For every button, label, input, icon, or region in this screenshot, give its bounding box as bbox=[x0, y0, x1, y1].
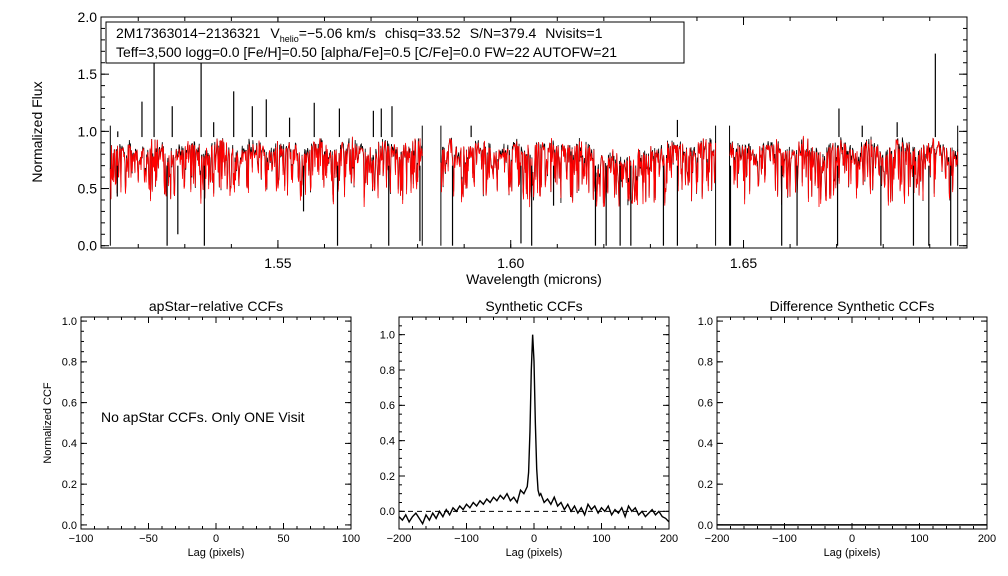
spectrum-ylabel: Normalized Flux bbox=[29, 81, 45, 182]
x-tick-label: 1.60 bbox=[497, 255, 524, 271]
no-ccf-message: No apStar CCFs. Only ONE Visit bbox=[101, 409, 305, 425]
model-flux-chip-1 bbox=[440, 137, 716, 208]
x-tick-label: −100 bbox=[454, 533, 479, 545]
spectrum-absorption-lines bbox=[116, 165, 952, 246]
x-tick-label: −50 bbox=[139, 533, 158, 545]
difference-ccf-axes: −200 −100 0 100 200 0.0 0.2 0.4 0.6 0.8 1.0 bbox=[698, 316, 996, 545]
spectrum-emission-spikes bbox=[117, 42, 936, 138]
x-tick-label: 1.55 bbox=[264, 255, 291, 271]
spectrum-xlabel: Wavelength (microns) bbox=[466, 271, 602, 287]
y-tick-label: 0.2 bbox=[380, 471, 395, 483]
x-tick-label: 100 bbox=[592, 533, 610, 545]
info-line-1: 2M17363014−2136321 Vhelio=−5.06 km/s chisq… bbox=[116, 25, 603, 44]
difference-ccf-panel: −200 −100 0 100 200 0.0 0.2 0.4 0.6 0.8 1.0 Differ… bbox=[698, 298, 996, 559]
apstar-ccf-title: apStar−relative CCFs bbox=[149, 298, 283, 314]
apstar-ccf-axes: −100 −50 0 50 100 0.0 0.2 0.4 0.6 0.8 1.0 bbox=[62, 316, 360, 545]
object-id: 2M17363014−2136321 bbox=[116, 25, 261, 41]
y-tick-label: 1.0 bbox=[78, 123, 98, 139]
y-tick-label: 0.6 bbox=[62, 397, 77, 409]
y-tick-label: 2.0 bbox=[78, 9, 98, 25]
difference-ccf-title: Difference Synthetic CCFs bbox=[770, 298, 935, 314]
y-tick-label: 0.4 bbox=[698, 438, 713, 450]
y-tick-label: 0.4 bbox=[62, 438, 77, 450]
sn-value: S/N=379.4 bbox=[470, 25, 537, 41]
synthetic-ccf-xlabel: Lag (pixels) bbox=[506, 547, 563, 559]
x-tick-label: −200 bbox=[705, 533, 730, 545]
x-tick-label: 100 bbox=[342, 533, 360, 545]
spectrum-frame bbox=[100, 16, 968, 249]
synthetic-ccf-axes: −200 −100 0 100 200 0.0 0.2 0.4 0.6 0.8 1.0 bbox=[380, 317, 678, 545]
apstar-ccf-ylabel: Normalized CCF bbox=[42, 382, 54, 464]
nvisits-value: Nvisits=1 bbox=[545, 25, 602, 41]
y-tick-label: 0.5 bbox=[78, 180, 98, 196]
model-flux-chip-0 bbox=[109, 136, 423, 207]
x-tick-label: 50 bbox=[277, 533, 289, 545]
y-tick-label: 1.5 bbox=[78, 66, 98, 82]
y-tick-label: 0.6 bbox=[380, 400, 395, 412]
info-box bbox=[105, 21, 685, 64]
y-tick-label: 0.2 bbox=[62, 479, 77, 491]
y-tick-label: 0.2 bbox=[698, 479, 713, 491]
y-tick-label: 0.8 bbox=[380, 365, 395, 377]
x-tick-label: 100 bbox=[910, 533, 928, 545]
vhelio-value: =−5.06 km/s bbox=[299, 25, 376, 41]
y-tick-label: 0.0 bbox=[380, 506, 395, 518]
x-tick-label: 200 bbox=[978, 533, 996, 545]
chisq-value: chisq=33.52 bbox=[385, 25, 461, 41]
x-tick-label: 1.65 bbox=[730, 255, 757, 271]
y-tick-label: 1.0 bbox=[698, 316, 713, 328]
y-tick-label: 0.0 bbox=[62, 520, 77, 532]
vhelio-label: V bbox=[270, 25, 280, 41]
x-tick-label: 0 bbox=[213, 533, 219, 545]
x-tick-label: −200 bbox=[387, 533, 412, 545]
vhelio-subscript: helio bbox=[280, 34, 299, 44]
y-tick-label: 0.8 bbox=[62, 357, 77, 369]
model-flux-chip-2 bbox=[729, 135, 959, 208]
y-tick-label: 0.4 bbox=[380, 436, 395, 448]
difference-ccf-xlabel: Lag (pixels) bbox=[824, 547, 881, 559]
y-tick-label: 0.8 bbox=[698, 357, 713, 369]
y-tick-label: 1.0 bbox=[62, 316, 77, 328]
y-tick-label: 0.6 bbox=[698, 397, 713, 409]
x-tick-label: 0 bbox=[849, 533, 855, 545]
apstar-ccf-panel: −100 −50 0 50 100 0.0 0.2 0.4 0.6 0.8 1.0 apStar−r… bbox=[42, 298, 360, 559]
synthetic-ccf-line bbox=[398, 334, 670, 526]
synthetic-ccf-panel: −200 −100 0 100 200 0.0 0.2 0.4 0.6 0.8 1.0 Synthe… bbox=[380, 298, 678, 559]
spectrum-model-series bbox=[109, 135, 959, 208]
difference-ccf-frame bbox=[716, 316, 988, 530]
y-tick-label: 1.0 bbox=[380, 330, 395, 342]
x-tick-label: −100 bbox=[69, 533, 94, 545]
apstar-ccf-xlabel: Lag (pixels) bbox=[188, 547, 245, 559]
spectrum-axes: 1.55 1.60 1.65 0.0 0.5 1.0 1.5 2.0 bbox=[78, 9, 967, 271]
x-tick-label: 0 bbox=[531, 533, 537, 545]
y-tick-label: 0.0 bbox=[698, 520, 713, 532]
spectrum-panel: 1.55 1.60 1.65 0.0 0.5 1.0 1.5 2.0 2M17363014−2… bbox=[29, 9, 968, 287]
stellar-params: Teff=3,500 logg=0.0 [Fe/H]=0.50 [alpha/F… bbox=[116, 44, 617, 60]
y-tick-label: 0.0 bbox=[78, 238, 98, 254]
x-tick-label: −100 bbox=[772, 533, 797, 545]
x-tick-label: 200 bbox=[660, 533, 678, 545]
synthetic-ccf-series bbox=[398, 334, 670, 526]
synthetic-ccf-title: Synthetic CCFs bbox=[485, 298, 582, 314]
